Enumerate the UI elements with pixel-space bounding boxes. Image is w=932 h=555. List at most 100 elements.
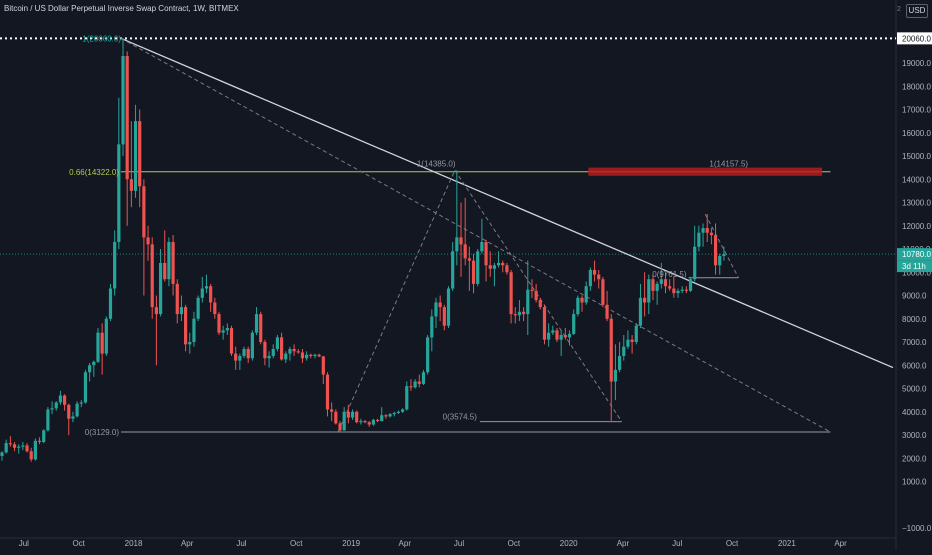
candle[interactable]	[480, 218, 484, 254]
candle[interactable]	[309, 353, 313, 359]
candle[interactable]	[313, 353, 317, 359]
candle[interactable]	[563, 328, 567, 340]
candle[interactable]	[54, 401, 58, 411]
candle[interactable]	[0, 451, 4, 461]
candle[interactable]	[213, 297, 217, 319]
candle[interactable]	[154, 295, 158, 366]
candle[interactable]	[234, 346, 238, 370]
candle[interactable]	[296, 348, 300, 354]
candle[interactable]	[288, 346, 292, 361]
candle[interactable]	[713, 223, 718, 275]
candle[interactable]	[567, 330, 572, 346]
candle[interactable]	[513, 307, 517, 324]
candle[interactable]	[330, 402, 334, 422]
candle[interactable]	[338, 421, 342, 433]
candle[interactable]	[668, 279, 672, 291]
candle[interactable]	[325, 372, 330, 417]
candle[interactable]	[171, 235, 175, 296]
candle[interactable]	[284, 351, 288, 363]
candle[interactable]	[146, 225, 150, 261]
candle[interactable]	[651, 274, 655, 301]
candle[interactable]	[672, 276, 676, 298]
candle[interactable]	[113, 230, 117, 296]
candle[interactable]	[676, 288, 680, 298]
candle[interactable]	[526, 260, 530, 336]
candle[interactable]	[242, 346, 246, 359]
candle[interactable]	[363, 419, 367, 424]
candle[interactable]	[188, 332, 192, 354]
candle[interactable]	[167, 237, 171, 287]
candle[interactable]	[484, 239, 488, 282]
candle[interactable]	[83, 369, 88, 404]
candle[interactable]	[576, 295, 580, 317]
candle[interactable]	[663, 272, 668, 294]
symbol-title[interactable]: Bitcoin / US Dollar Perpetual Inverse Sw…	[4, 4, 239, 13]
candle[interactable]	[634, 323, 638, 345]
candle[interactable]	[62, 394, 67, 411]
candle[interactable]	[271, 344, 275, 359]
candle[interactable]	[613, 344, 618, 401]
candle[interactable]	[421, 369, 426, 386]
candle[interactable]	[638, 283, 643, 329]
candle[interactable]	[459, 202, 463, 277]
candle[interactable]	[580, 295, 584, 312]
candle[interactable]	[229, 325, 234, 356]
candle[interactable]	[626, 330, 630, 349]
candle[interactable]	[417, 374, 421, 388]
candle[interactable]	[380, 407, 384, 422]
candle[interactable]	[463, 197, 467, 266]
candle[interactable]	[21, 441, 25, 451]
candle[interactable]	[100, 323, 104, 375]
candle[interactable]	[371, 418, 375, 426]
candle[interactable]	[88, 362, 92, 382]
candle[interactable]	[342, 407, 346, 431]
candle[interactable]	[430, 309, 434, 352]
candle[interactable]	[346, 404, 350, 424]
candle[interactable]	[367, 421, 371, 427]
candle[interactable]	[488, 251, 492, 277]
candle[interactable]	[305, 351, 309, 361]
candle[interactable]	[476, 249, 480, 287]
candle[interactable]	[718, 253, 722, 275]
candle[interactable]	[238, 353, 242, 370]
candle[interactable]	[451, 242, 455, 291]
candle[interactable]	[4, 439, 8, 454]
candle[interactable]	[409, 379, 413, 391]
candle[interactable]	[204, 274, 209, 294]
candle[interactable]	[643, 272, 647, 317]
candle[interactable]	[492, 262, 497, 287]
candle[interactable]	[355, 410, 359, 424]
candle[interactable]	[92, 360, 96, 377]
candle[interactable]	[375, 418, 380, 423]
candle[interactable]	[655, 281, 659, 305]
candle[interactable]	[158, 249, 163, 317]
candle[interactable]	[413, 379, 417, 389]
candle[interactable]	[334, 409, 338, 425]
candle[interactable]	[117, 97, 121, 249]
candle[interactable]	[209, 283, 213, 312]
candle[interactable]	[79, 400, 83, 408]
candle[interactable]	[179, 295, 184, 322]
candle[interactable]	[50, 401, 54, 415]
candle[interactable]	[471, 253, 476, 294]
currency-button[interactable]: USD	[906, 4, 928, 18]
candle[interactable]	[17, 444, 21, 454]
candle[interactable]	[67, 403, 71, 435]
candle[interactable]	[605, 290, 609, 322]
candle[interactable]	[392, 411, 396, 417]
candle[interactable]	[359, 418, 363, 425]
candle[interactable]	[609, 314, 613, 422]
candle[interactable]	[350, 409, 355, 420]
candle[interactable]	[108, 283, 113, 322]
drawing-tools-layer[interactable]	[0, 37, 896, 433]
candle[interactable]	[597, 269, 601, 289]
candle[interactable]	[300, 348, 305, 363]
candle[interactable]	[121, 38, 125, 156]
candle[interactable]	[129, 121, 133, 208]
candle[interactable]	[496, 251, 501, 268]
candle[interactable]	[192, 311, 196, 347]
candle[interactable]	[279, 332, 284, 361]
candle[interactable]	[163, 230, 167, 282]
candle[interactable]	[693, 225, 697, 282]
candle[interactable]	[396, 410, 401, 415]
